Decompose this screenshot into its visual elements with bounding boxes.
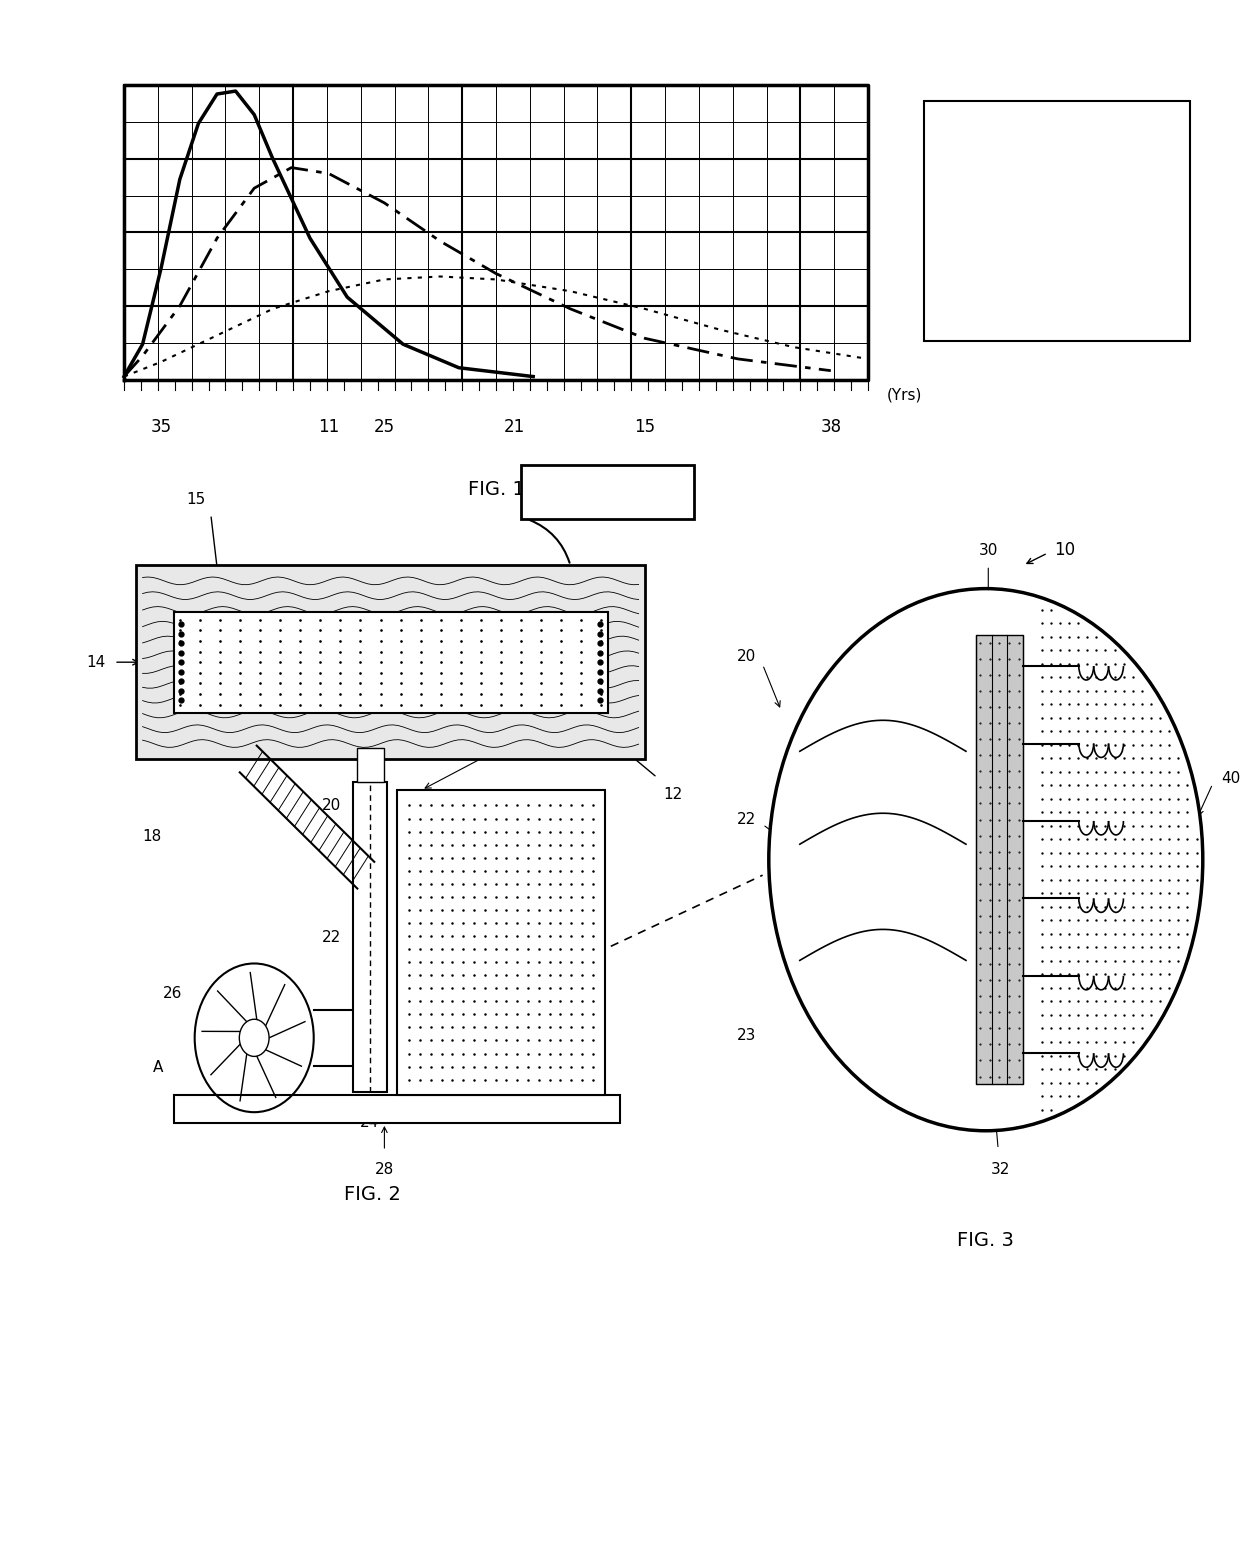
- Text: 35°C: 35°C: [1044, 225, 1081, 240]
- Text: 20: 20: [321, 798, 341, 813]
- Text: 20: 20: [737, 649, 756, 665]
- Text: 38: 38: [820, 418, 842, 437]
- Text: 11: 11: [317, 418, 340, 437]
- Text: 32: 32: [991, 1162, 1011, 1177]
- Text: 22: 22: [737, 812, 756, 827]
- Text: 23: 23: [737, 1029, 756, 1044]
- Text: 22: 22: [321, 929, 341, 945]
- Text: 16: 16: [596, 479, 619, 496]
- Text: FIG. 1: FIG. 1: [467, 480, 525, 499]
- Text: 14: 14: [86, 655, 105, 669]
- Bar: [174, 612, 608, 713]
- Text: A: A: [154, 1060, 164, 1075]
- Text: 10: 10: [1054, 541, 1075, 559]
- Bar: [397, 790, 605, 1095]
- Text: 28: 28: [374, 1162, 394, 1177]
- Text: (Yrs): (Yrs): [887, 387, 923, 403]
- Bar: [174, 1095, 620, 1123]
- Text: FIG. 3: FIG. 3: [957, 1231, 1014, 1250]
- Text: 26: 26: [162, 985, 182, 1001]
- Circle shape: [239, 1019, 269, 1056]
- Bar: [357, 748, 384, 782]
- Text: 40: 40: [583, 728, 603, 744]
- Text: 24: 24: [360, 1115, 379, 1131]
- Bar: [924, 101, 1190, 341]
- Text: A: A: [899, 960, 909, 976]
- Bar: [136, 565, 645, 759]
- Bar: [353, 782, 387, 1092]
- Text: 15: 15: [186, 491, 206, 507]
- Text: 18: 18: [143, 829, 161, 844]
- Text: 35: 35: [150, 418, 172, 437]
- Text: 15: 15: [634, 418, 656, 437]
- Circle shape: [769, 589, 1203, 1131]
- Text: 12: 12: [663, 787, 683, 802]
- Text: 15°C: 15°C: [1044, 121, 1081, 136]
- Bar: [976, 635, 1023, 1084]
- Text: 40: 40: [1221, 771, 1240, 785]
- Bar: [521, 465, 694, 519]
- Text: FIG. 2: FIG. 2: [343, 1185, 401, 1204]
- Text: 21: 21: [503, 418, 526, 437]
- Text: 30: 30: [978, 542, 998, 558]
- Text: 25: 25: [373, 418, 396, 437]
- Text: 25°C: 25°C: [1044, 173, 1081, 189]
